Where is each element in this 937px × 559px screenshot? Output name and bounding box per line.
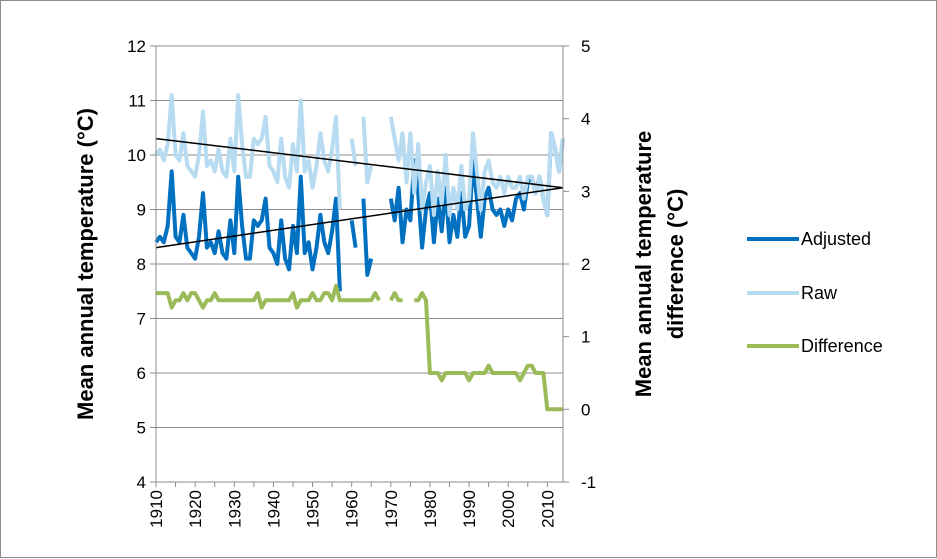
series-line bbox=[361, 116, 374, 185]
y2-tick-label: -1 bbox=[581, 473, 596, 492]
y2-tick-label: 3 bbox=[581, 182, 590, 201]
y-tick-label: 5 bbox=[137, 419, 146, 438]
series-line bbox=[156, 283, 381, 310]
series-line bbox=[154, 169, 342, 292]
series-line bbox=[349, 220, 358, 248]
x-tick-label: 1930 bbox=[225, 490, 244, 528]
y2-tick-label: 1 bbox=[581, 328, 590, 347]
y2-tick-label: 0 bbox=[581, 400, 590, 419]
legend: Adjusted Raw Difference bbox=[747, 229, 883, 356]
y-tick-label: 11 bbox=[128, 92, 146, 111]
x-tick-label: 1950 bbox=[304, 490, 323, 528]
series-difference bbox=[156, 283, 563, 412]
series-trend-adjusted bbox=[155, 186, 564, 249]
y-tick-label: 12 bbox=[127, 37, 146, 56]
x-tick-label: 1980 bbox=[421, 490, 440, 528]
series-line bbox=[155, 137, 564, 189]
y-tick-label: 9 bbox=[137, 201, 146, 220]
y-tick-label: 6 bbox=[137, 364, 146, 383]
series-line bbox=[414, 291, 563, 412]
x-tick-label: 1940 bbox=[264, 490, 283, 528]
series-line bbox=[154, 93, 342, 210]
y-tick-label: 10 bbox=[127, 146, 146, 165]
series-line bbox=[388, 116, 565, 217]
series-line bbox=[155, 186, 564, 249]
series-trend-raw bbox=[155, 137, 564, 189]
y2-tick-label: 4 bbox=[581, 110, 590, 129]
series-raw bbox=[154, 93, 565, 217]
y-axis-title: Mean annual temperature (°C) bbox=[73, 108, 98, 420]
x-tick-label: 1970 bbox=[382, 490, 401, 528]
y-tick-label: 7 bbox=[137, 310, 146, 329]
gridlines bbox=[156, 45, 563, 428]
x-tick-label: 2010 bbox=[538, 490, 557, 528]
series-layer bbox=[154, 93, 565, 412]
legend-label: Raw bbox=[801, 283, 838, 303]
series-line bbox=[361, 198, 374, 277]
series-line bbox=[389, 291, 403, 303]
y-tick-label: 4 bbox=[137, 473, 146, 492]
x-tick-label: 1910 bbox=[147, 490, 166, 528]
x-tick-label: 1960 bbox=[343, 490, 362, 528]
y-tick-label: 8 bbox=[137, 255, 146, 274]
y2-axis-title-line1: Mean annual temperature bbox=[631, 131, 656, 398]
y2-axis-title-line2: difference (°C) bbox=[663, 189, 688, 340]
series-line bbox=[349, 138, 358, 167]
x-tick-label: 1920 bbox=[186, 490, 205, 528]
y2-tick-label: 2 bbox=[581, 255, 590, 274]
y2-tick-label: 5 bbox=[581, 37, 590, 56]
legend-label: Adjusted bbox=[801, 229, 871, 249]
x-tick-label: 2000 bbox=[499, 490, 518, 528]
x-tick-label: 1990 bbox=[460, 490, 479, 528]
legend-label: Difference bbox=[801, 336, 883, 356]
